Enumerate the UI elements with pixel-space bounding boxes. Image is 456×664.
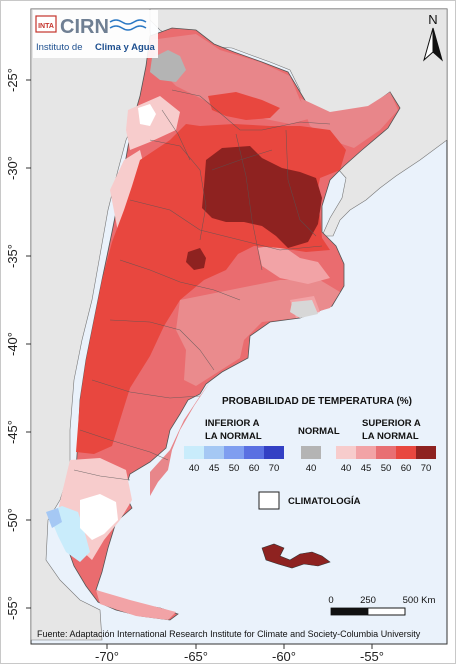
lat-label-40: -40° (5, 332, 20, 356)
legend-above-value-60: 60 (401, 463, 412, 474)
legend-below-value-50: 50 (229, 463, 240, 474)
inta-badge-text: INTA (38, 23, 54, 30)
legend-below-value-60: 60 (249, 463, 260, 474)
legend-above-swatch-50 (376, 446, 396, 459)
inta-badge (35, 15, 57, 33)
water-waves-icon (109, 19, 147, 25)
lat-label-30: -30° (5, 156, 20, 180)
cirn-logo: INTA CIRN Instituto de Clima y Agua (33, 10, 158, 58)
lon-label-60: -60° (272, 649, 296, 664)
legend-below-value-45: 45 (209, 463, 220, 474)
legend-normal-value: 40 (306, 463, 317, 474)
legend-below-swatches (184, 446, 284, 459)
logo-subtitle-prefix: Instituto de (36, 42, 82, 53)
scale-bar: 0 250 500 Km (328, 595, 436, 616)
legend: PROBABILIDAD DE TEMPERATURA (%) INFERIOR… (184, 396, 436, 510)
source-note: Fuente: Adaptación International Researc… (37, 629, 421, 639)
legend-normal-swatch (301, 446, 321, 459)
lat-label-50: -50° (5, 508, 20, 532)
scale-label-0: 0 (328, 595, 333, 606)
legend-above-swatch-45 (356, 446, 376, 459)
legend-above-swatches (336, 446, 436, 459)
lat-label-55: -55° (5, 596, 20, 620)
legend-above-value-45: 45 (361, 463, 372, 474)
legend-below-swatch-70 (264, 446, 284, 459)
normal-area (150, 50, 186, 82)
north-arrow: N (423, 12, 443, 62)
legend-below-swatch-60 (244, 446, 264, 459)
legend-above-value-40: 40 (341, 463, 352, 474)
legend-normal-label: NORMAL (298, 426, 340, 437)
legend-above-swatch-70 (416, 446, 436, 459)
highest-probability-area (202, 146, 322, 248)
lat-label-25: -25° (5, 68, 20, 92)
lon-label-65: -65° (184, 649, 208, 664)
north-label: N (428, 12, 437, 27)
logo-subtitle-highlight: Clima y Agua (95, 42, 156, 53)
lon-label-70: -70° (95, 649, 119, 664)
malvinas-islands (261, 543, 331, 569)
logo-name: CIRN (60, 16, 109, 38)
legend-below-label-line2: LA NORMAL (205, 431, 262, 442)
province-boundaries (73, 89, 331, 481)
legend-above-swatch-60 (396, 446, 416, 459)
longitude-axis: -70° -65° -60° -55° (95, 644, 384, 664)
legend-above-value-70: 70 (421, 463, 432, 474)
legend-below-swatch-50 (224, 446, 244, 459)
scale-label-500: 500 Km (403, 595, 436, 606)
legend-climatology-swatch (258, 491, 280, 510)
legend-below-label-line1: INFERIOR A (205, 418, 260, 429)
legend-below-value-40: 40 (189, 463, 200, 474)
legend-below-swatch-40 (184, 446, 204, 459)
legend-above-label-line2: LA NORMAL (362, 431, 419, 442)
legend-title: PROBABILIDAD DE TEMPERATURA (%) (222, 396, 412, 407)
legend-climatology-label: CLIMATOLOGÍA (288, 496, 361, 507)
lat-label-45: -45° (5, 420, 20, 444)
latitude-axis: -25° -30° -35° -40° -45° -50° -55° (5, 68, 31, 620)
legend-below-value-70: 70 (269, 463, 280, 474)
legend-below-swatch-45 (204, 446, 224, 459)
legend-above-swatch-40 (336, 446, 356, 459)
probability-fields (46, 34, 398, 620)
legend-above-value-50: 50 (381, 463, 392, 474)
legend-above-label-line1: SUPERIOR A (362, 418, 421, 429)
lon-label-55: -55° (360, 649, 384, 664)
lat-label-35: -35° (5, 244, 20, 268)
scale-label-250: 250 (360, 595, 376, 606)
